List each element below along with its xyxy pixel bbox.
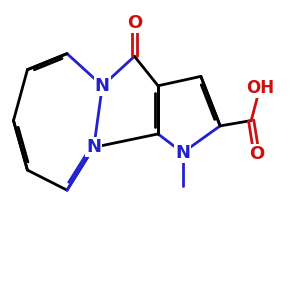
Text: N: N [175, 144, 190, 162]
Text: OH: OH [246, 80, 274, 98]
Text: N: N [95, 77, 110, 95]
Text: O: O [249, 145, 264, 163]
Text: O: O [127, 14, 142, 32]
Text: N: N [86, 138, 101, 156]
